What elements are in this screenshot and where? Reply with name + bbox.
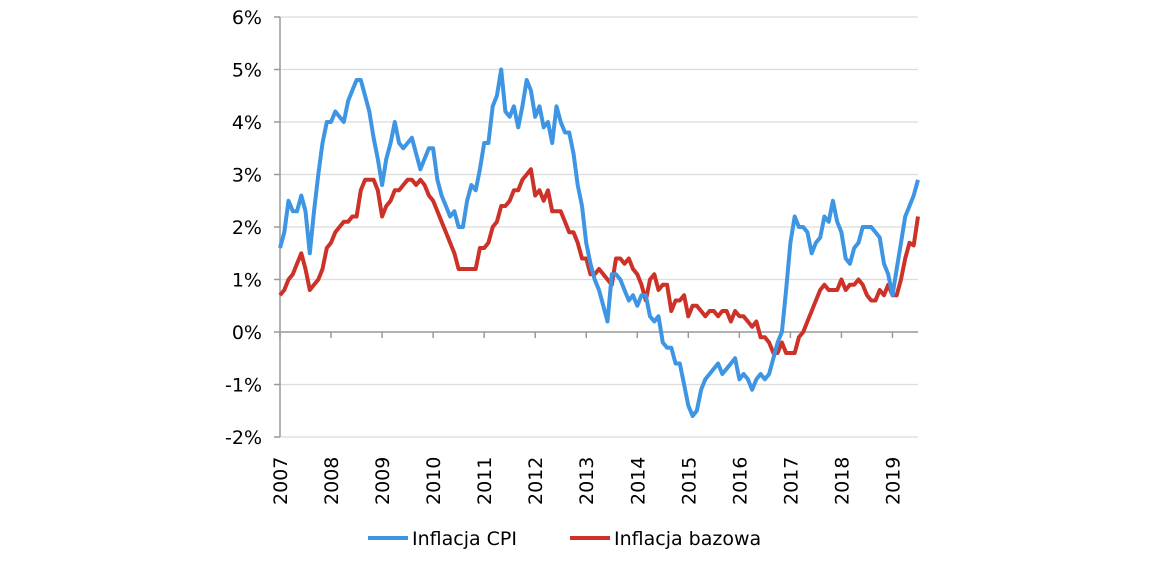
x-tick-label: 2016 — [729, 457, 751, 505]
x-tick-label: 2015 — [678, 457, 700, 505]
y-tick-label: -1% — [225, 375, 262, 397]
y-tick-label: 3% — [232, 165, 262, 187]
y-tick-label: 2% — [232, 217, 262, 239]
x-tick-label: 2010 — [423, 457, 445, 505]
legend: Inflacja CPI Inflacja bazowa — [368, 528, 761, 550]
x-tick-label: 2014 — [627, 457, 649, 505]
legend-label-cpi: Inflacja CPI — [412, 528, 517, 550]
y-tick-label: 6% — [232, 7, 262, 29]
y-tick-label: 0% — [232, 322, 262, 344]
x-tick-label: 2011 — [474, 457, 496, 505]
y-tick-label: -2% — [225, 427, 262, 449]
y-tick-label: 1% — [232, 270, 262, 292]
legend-label-core: Inflacja bazowa — [614, 528, 761, 550]
series-line-core — [278, 167, 920, 355]
x-tick-label: 2018 — [831, 457, 853, 505]
x-tick-label: 2007 — [270, 457, 292, 505]
x-tick-label: 2012 — [525, 457, 547, 505]
x-tick-label: 2008 — [321, 457, 343, 505]
y-tick-label: 4% — [232, 112, 262, 134]
series-lines — [278, 67, 920, 418]
x-tick-label: 2013 — [576, 457, 598, 505]
x-tick-label: 2009 — [372, 457, 394, 505]
x-tick-label: 2017 — [780, 457, 802, 505]
y-tick-label: 5% — [232, 60, 262, 82]
gridlines — [280, 16, 918, 438]
y-axis-ticks: 6% 5% 4% 3% 2% 1% 0% -1% -2% — [225, 7, 280, 449]
x-axis: 2007 2008 2009 2010 2011 2012 2013 2014 2015 2016… — [270, 331, 918, 505]
series-line-cpi — [278, 67, 920, 418]
x-tick-label: 2019 — [882, 457, 904, 505]
